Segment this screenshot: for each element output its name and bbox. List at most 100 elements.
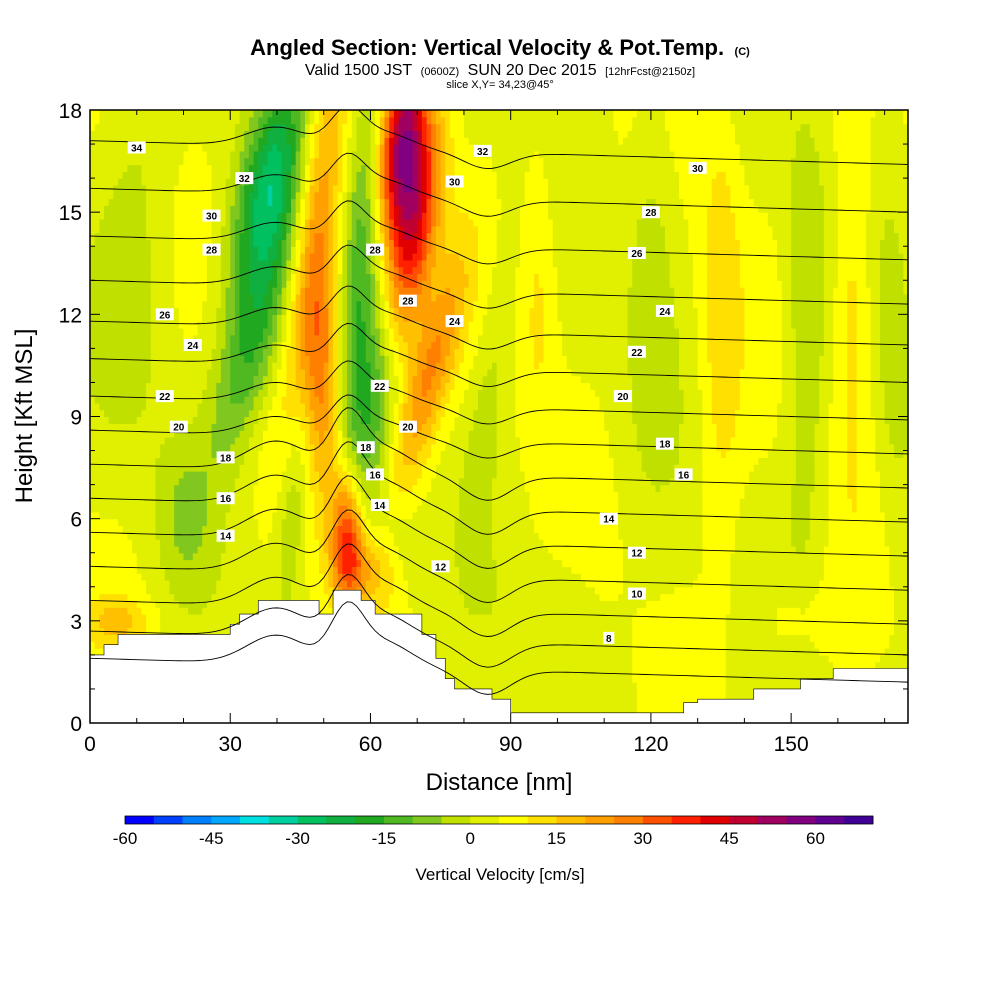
velocity-cell	[487, 566, 493, 574]
velocity-cell	[281, 566, 287, 574]
velocity-cell	[576, 648, 582, 656]
velocity-cell	[632, 688, 638, 697]
velocity-cell	[127, 607, 133, 615]
velocity-cell	[347, 566, 353, 574]
velocity-cell	[421, 600, 428, 608]
velocity-cell	[678, 648, 685, 656]
velocity-cell	[290, 525, 297, 533]
velocity-cell	[791, 559, 797, 567]
velocity-cell	[833, 654, 839, 663]
velocity-cell	[272, 552, 278, 561]
velocity-cell	[520, 545, 526, 554]
velocity-cell	[267, 593, 273, 601]
velocity-cell	[431, 593, 437, 601]
velocity-cell	[202, 559, 208, 567]
velocity-cell	[122, 614, 128, 622]
velocity-cell	[216, 579, 222, 588]
velocity-cell	[847, 634, 853, 642]
velocity-cell	[192, 566, 199, 574]
velocity-cell	[206, 573, 213, 581]
velocity-cell	[753, 532, 760, 540]
velocity-cell	[454, 545, 460, 554]
velocity-cell	[903, 627, 908, 636]
velocity-cell	[538, 614, 544, 622]
velocity-cell	[506, 654, 512, 663]
velocity-cell	[763, 532, 769, 540]
velocity-cell	[431, 573, 437, 581]
velocity-cell	[524, 654, 530, 663]
velocity-cell	[865, 552, 872, 561]
velocity-cell	[669, 668, 675, 676]
velocity-cell	[889, 552, 895, 561]
velocity-cell	[697, 614, 703, 622]
velocity-cell	[90, 539, 96, 547]
velocity-cell	[407, 600, 414, 608]
velocity-cell	[739, 614, 745, 622]
velocity-cell	[772, 634, 778, 642]
velocity-cell	[319, 539, 325, 547]
velocity-cell	[749, 552, 755, 561]
velocity-cell	[248, 552, 255, 561]
velocity-cell	[791, 620, 797, 629]
velocity-cell	[164, 620, 171, 629]
velocity-cell	[225, 600, 231, 608]
velocity-cell	[487, 648, 493, 656]
velocity-cell	[833, 552, 839, 561]
velocity-cell	[791, 545, 797, 554]
velocity-cell	[585, 532, 591, 540]
velocity-cell	[449, 559, 456, 567]
velocity-cell	[875, 620, 881, 629]
velocity-cell	[749, 634, 755, 642]
velocity-cell	[529, 654, 535, 663]
velocity-cell	[842, 614, 848, 622]
velocity-cell	[809, 586, 816, 595]
velocity-cell	[169, 627, 175, 636]
velocity-cell	[753, 545, 760, 554]
velocity-cell	[520, 688, 526, 697]
velocity-cell	[879, 654, 886, 663]
velocity-cell	[758, 573, 764, 581]
velocity-cell	[833, 545, 839, 554]
velocity-cell	[571, 634, 577, 642]
velocity-cell	[178, 614, 185, 622]
velocity-cell	[506, 648, 512, 656]
velocity-cell	[697, 688, 703, 697]
velocity-cell	[538, 593, 544, 601]
velocity-cell	[155, 539, 161, 547]
velocity-cell	[230, 552, 236, 561]
velocity-cell	[463, 661, 470, 670]
velocity-cell	[889, 620, 895, 629]
velocity-cell	[861, 614, 867, 622]
velocity-cell	[669, 634, 675, 642]
velocity-cell	[258, 593, 264, 601]
velocity-cell	[440, 586, 446, 595]
velocity-cell	[669, 654, 675, 663]
velocity-cell	[342, 573, 348, 581]
velocity-cell	[220, 614, 227, 622]
velocity-cell	[655, 607, 661, 615]
velocity-cell	[823, 620, 830, 629]
velocity-cell	[477, 539, 484, 547]
velocity-cell	[632, 573, 638, 581]
velocity-cell	[113, 545, 119, 554]
velocity-cell	[828, 559, 834, 567]
velocity-cell	[473, 607, 479, 615]
velocity-cell	[744, 661, 750, 670]
velocity-cell	[786, 545, 792, 554]
velocity-cell	[529, 661, 535, 670]
velocity-cell	[164, 607, 171, 615]
velocity-cell	[805, 593, 811, 601]
velocity-cell	[323, 566, 329, 574]
velocity-cell	[454, 586, 460, 595]
velocity-cell	[875, 573, 881, 581]
velocity-cell	[477, 607, 484, 615]
velocity-cell	[155, 627, 161, 636]
velocity-cell	[192, 545, 199, 554]
velocity-cell	[290, 566, 297, 574]
velocity-cell	[739, 641, 745, 649]
velocity-cell	[814, 539, 820, 547]
velocity-cell	[169, 600, 175, 608]
velocity-cell	[763, 675, 769, 683]
velocity-cell	[445, 586, 451, 595]
